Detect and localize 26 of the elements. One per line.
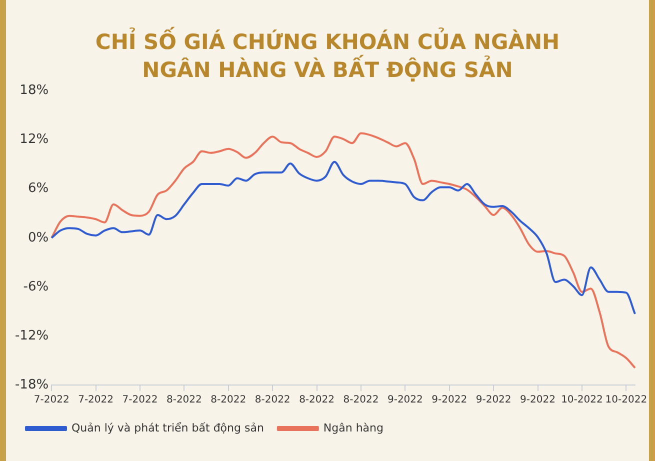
x-tick-label: 7-2022 (78, 394, 114, 406)
x-tick-label: 8-2022 (254, 394, 290, 406)
y-tick-label: 18% (20, 83, 49, 98)
legend-label: Ngân hàng (323, 421, 384, 434)
x-tick-label: 9-2022 (387, 394, 423, 406)
x-tick-label: 8-2022 (166, 394, 202, 406)
x-tick-label: 8-2022 (299, 394, 334, 406)
y-tick-label: 12% (20, 132, 49, 148)
x-tick-label: 7-2022 (122, 394, 158, 406)
x-tick-label: 8-2022 (343, 394, 379, 406)
chart-title: CHỈ SỐ GIÁ CHỨNG KHOÁN CỦA NGÀNH NGÂN HÀNG VÀ BẤT ĐỘNG SẢN (94, 28, 561, 84)
x-tick-label: 8-2022 (210, 394, 246, 406)
line-series (50, 132, 636, 369)
y-tick-label: -12% (14, 328, 49, 344)
x-tick-label: 9-2022 (520, 394, 556, 406)
x-tick-label: 7-2022 (34, 394, 70, 406)
x-tick-label: 10-2022 (605, 394, 648, 406)
x-tick-label: 10-2022 (561, 394, 603, 406)
legend-label: Quản lý và phát triển bất động sản (72, 421, 264, 434)
y-tick-label: 0% (28, 230, 49, 246)
line-series (50, 160, 636, 315)
x-tick-label: 9-2022 (476, 394, 512, 406)
y-tick-label: -6% (23, 279, 49, 294)
x-tick-label: 9-2022 (432, 394, 468, 406)
y-tick-label: 6% (28, 181, 49, 196)
y-tick-label: -18% (14, 377, 49, 392)
